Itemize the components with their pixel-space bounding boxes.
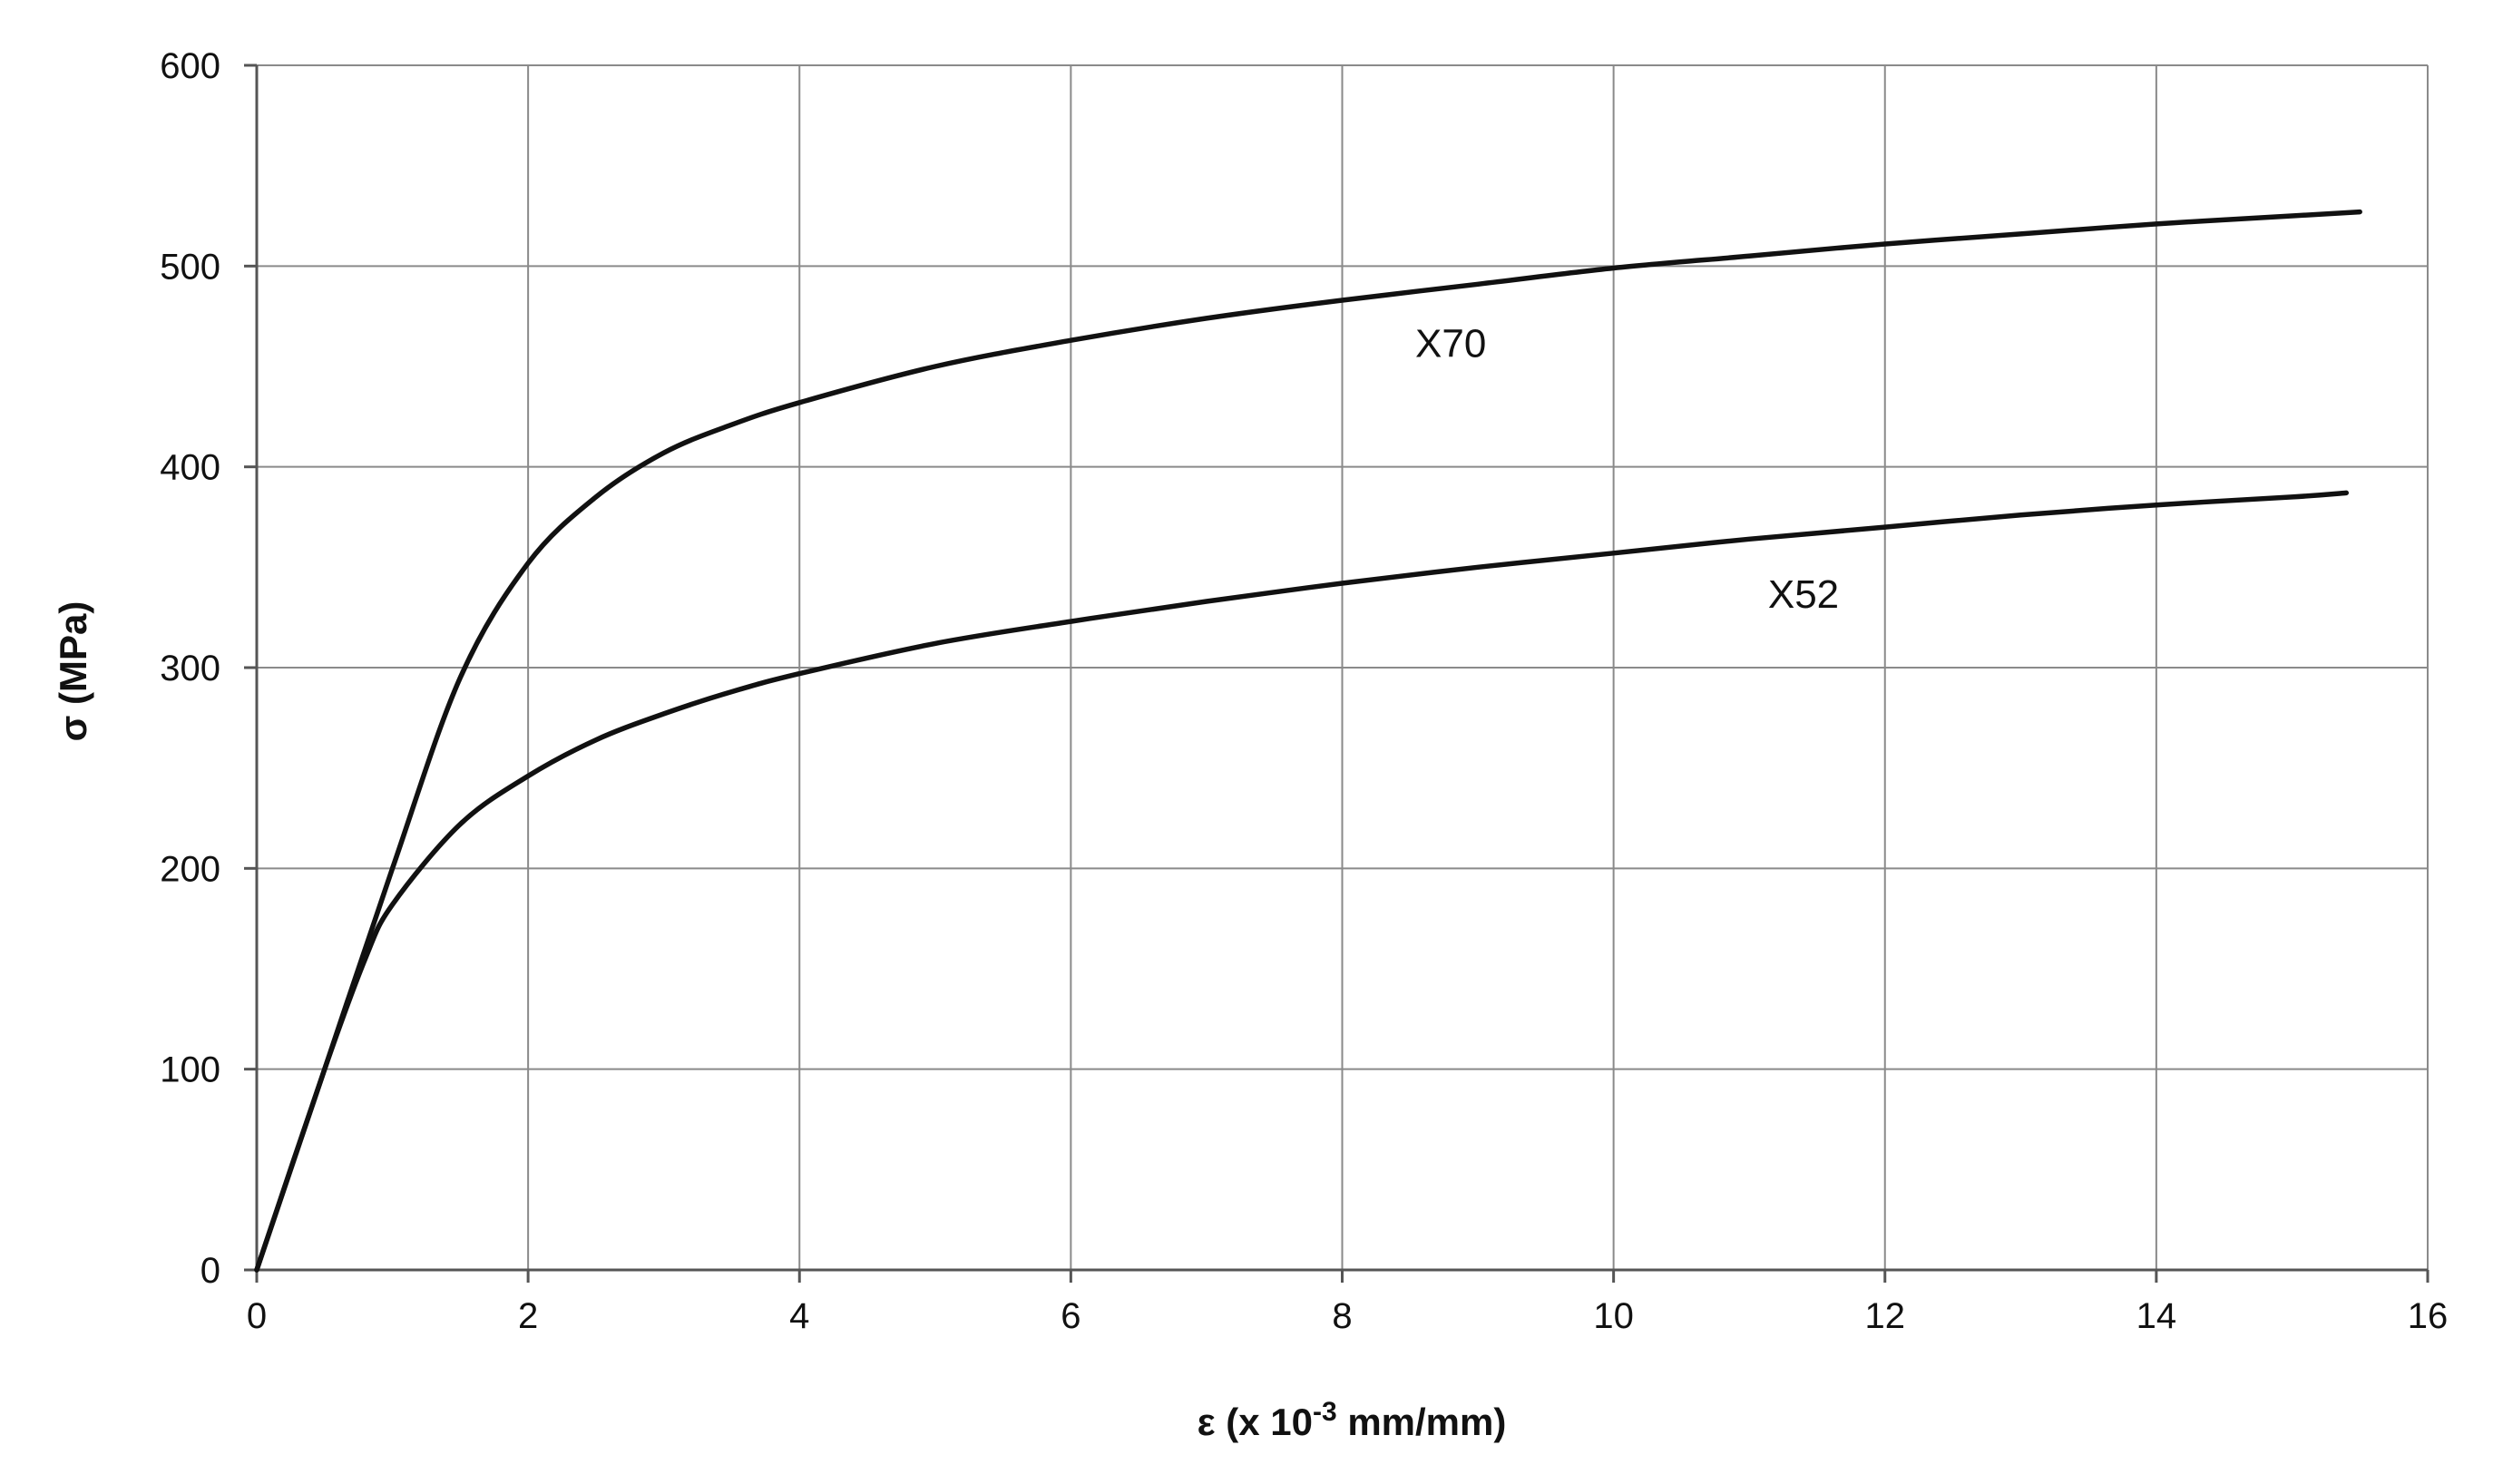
y-tick-label: 200 (160, 849, 220, 889)
grid-lines (256, 64, 2429, 1271)
series-labels: X70 X52 (1415, 321, 1839, 617)
tick-labels: 0 2 4 6 8 10 12 14 16 0 100 200 300 400 500 600 (160, 46, 2448, 1336)
x-axis-title-unit: mm/mm) (1337, 1401, 1507, 1443)
x-tick-label: 6 (1061, 1296, 1080, 1336)
y-tick-label: 600 (160, 46, 220, 86)
x-axis-title-exponent: -3 (1313, 1397, 1337, 1427)
series-label-x70: X70 (1415, 321, 1486, 366)
data-series (254, 209, 2362, 1273)
x-tick-label: 12 (1865, 1296, 1906, 1336)
x-tick-label: 14 (2136, 1296, 2177, 1336)
x-tick-label: 16 (2408, 1296, 2449, 1336)
y-tick-label: 300 (160, 649, 220, 688)
series-line-x70 (254, 209, 2362, 1273)
x-tick-label: 0 (247, 1296, 267, 1336)
y-tick-label: 0 (200, 1251, 220, 1291)
x-tick-label: 2 (518, 1296, 538, 1336)
y-tick-label: 500 (160, 247, 220, 287)
series-line-x52 (254, 490, 2350, 1273)
y-tick-label: 400 (160, 448, 220, 488)
series-label-x52: X52 (1768, 572, 1839, 617)
x-axis-title-main: ε (x 10 (1198, 1401, 1313, 1443)
plot-axes (244, 63, 2429, 1283)
y-tick-label: 100 (160, 1050, 220, 1090)
y-axis-title: σ (MPa) (52, 601, 94, 742)
x-tick-label: 10 (1593, 1296, 1634, 1336)
x-tick-label: 4 (789, 1296, 809, 1336)
x-axis-title: ε (x 10-3 mm/mm) (1198, 1397, 1507, 1443)
x-tick-label: 8 (1332, 1296, 1352, 1336)
